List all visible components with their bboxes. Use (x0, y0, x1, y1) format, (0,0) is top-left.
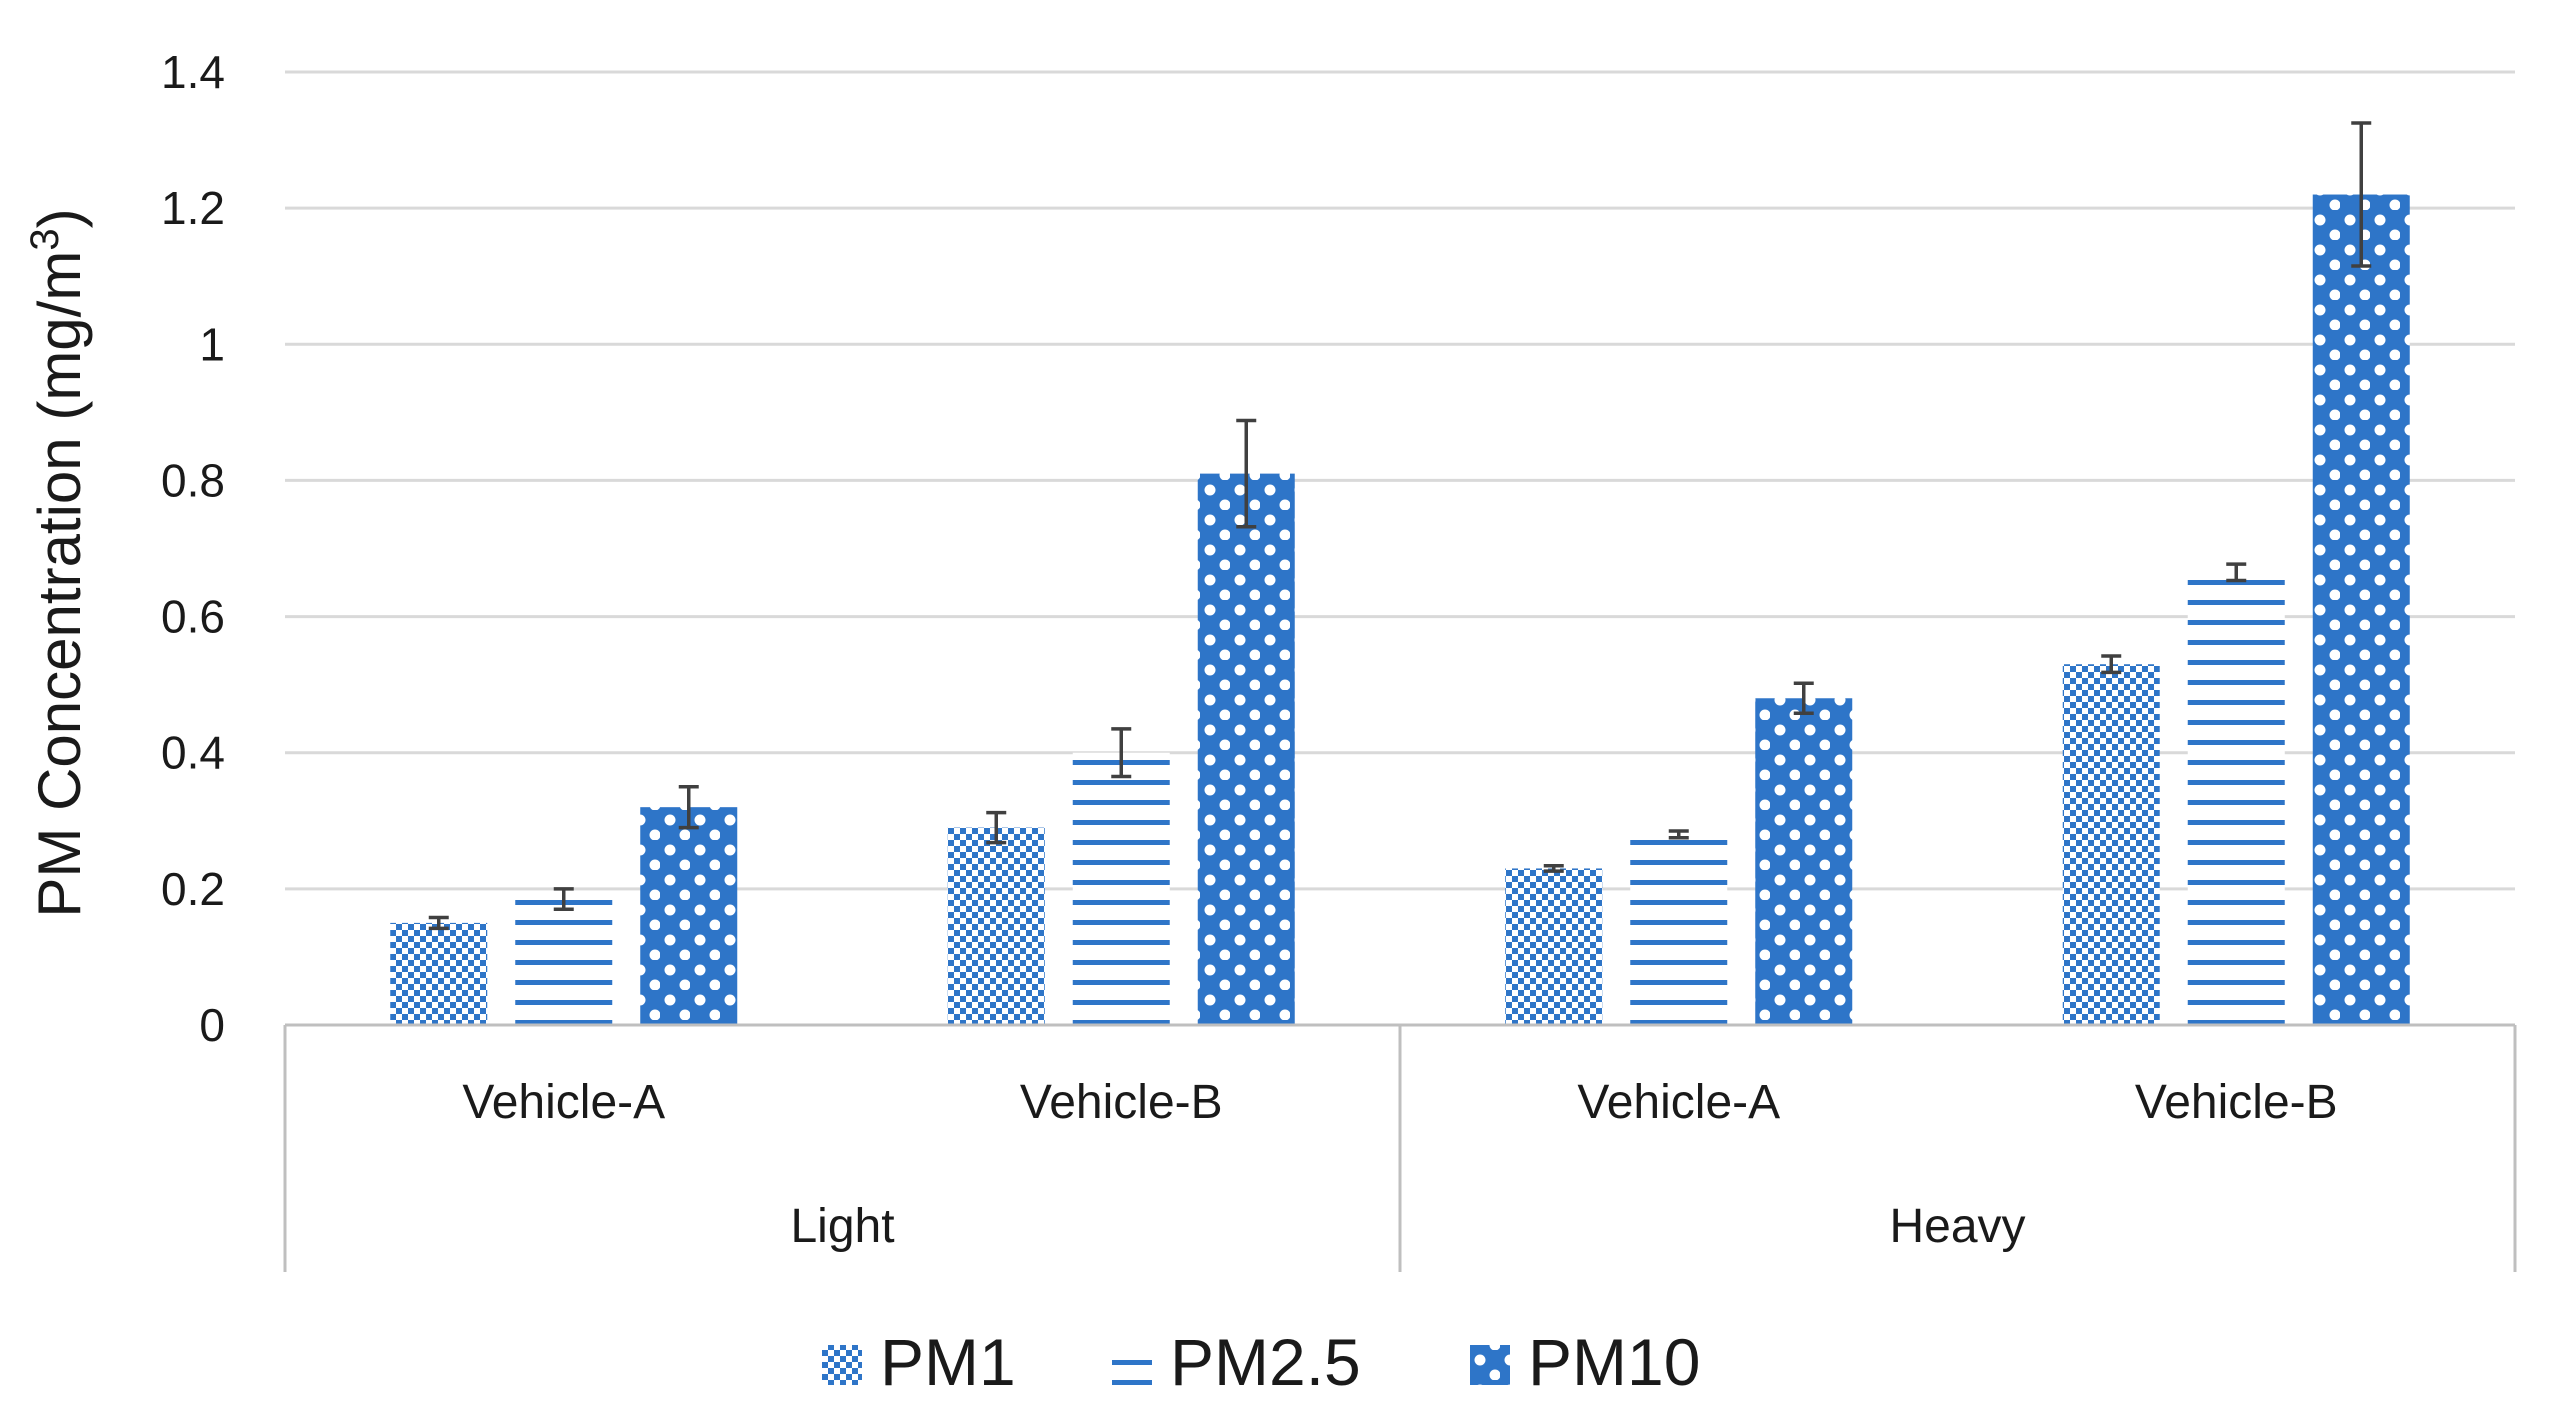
x-category-label: Vehicle-B (1020, 1076, 1223, 1129)
bar-pm10 (1755, 698, 1853, 1025)
bar-pm2-5 (2187, 572, 2285, 1025)
y-axis-label: PM Concentration (mg/m3) (23, 208, 93, 917)
bar-pm10 (1197, 473, 1295, 1025)
y-axis-label-end: ) (26, 208, 93, 228)
legend-label: PM2.5 (1170, 1325, 1361, 1399)
y-tick-label: 0 (199, 999, 225, 1051)
y-tick-label: 0.4 (161, 727, 225, 779)
y-tick-label: 1 (199, 318, 225, 370)
legend-swatch-pm2-5 (1112, 1345, 1152, 1385)
legend-swatch-pm10 (1470, 1345, 1510, 1385)
bar-pm1 (947, 827, 1045, 1025)
y-tick-label: 0.8 (161, 454, 225, 506)
x-category-label: Vehicle-B (2135, 1076, 2338, 1129)
bar-pm1 (2062, 664, 2160, 1025)
y-tick-label: 1.4 (161, 46, 225, 98)
error-bars (428, 121, 2372, 931)
bar-pm1 (1505, 868, 1603, 1025)
x-category-label: Vehicle-A (1577, 1076, 1780, 1129)
x-group-label: Light (790, 1200, 894, 1253)
legend: PM1 PM2.5 PM10 (822, 1325, 1700, 1399)
legend-label: PM1 (880, 1325, 1016, 1399)
y-axis-label-main: PM Concentration (mg/m (26, 251, 93, 918)
x-category-label: Vehicle-A (462, 1076, 665, 1129)
bar-pm2-5 (515, 899, 613, 1025)
bar-pm10 (2312, 194, 2410, 1025)
y-axis-label-sup: 3 (23, 228, 67, 250)
bar-pm2-5 (1630, 834, 1728, 1025)
x-axis: Vehicle-A Vehicle-B Vehicle-A Vehicle-B Ligh… (283, 1023, 2517, 1272)
y-tick-labels: 0 0.2 0.4 0.6 0.8 1 1.2 1.4 (161, 46, 225, 1051)
bar-pm10 (640, 807, 738, 1025)
y-tick-label: 0.2 (161, 863, 225, 915)
bars (390, 194, 2410, 1025)
y-gridlines (285, 70, 2515, 891)
bar-pm2-5 (1072, 752, 1170, 1025)
bar-pm1 (390, 922, 488, 1025)
legend-label: PM10 (1528, 1325, 1700, 1399)
y-tick-label: 0.6 (161, 591, 225, 643)
y-tick-label: 1.2 (161, 182, 225, 234)
x-group-label: Heavy (1889, 1200, 2025, 1253)
legend-swatch-pm1 (822, 1345, 862, 1385)
